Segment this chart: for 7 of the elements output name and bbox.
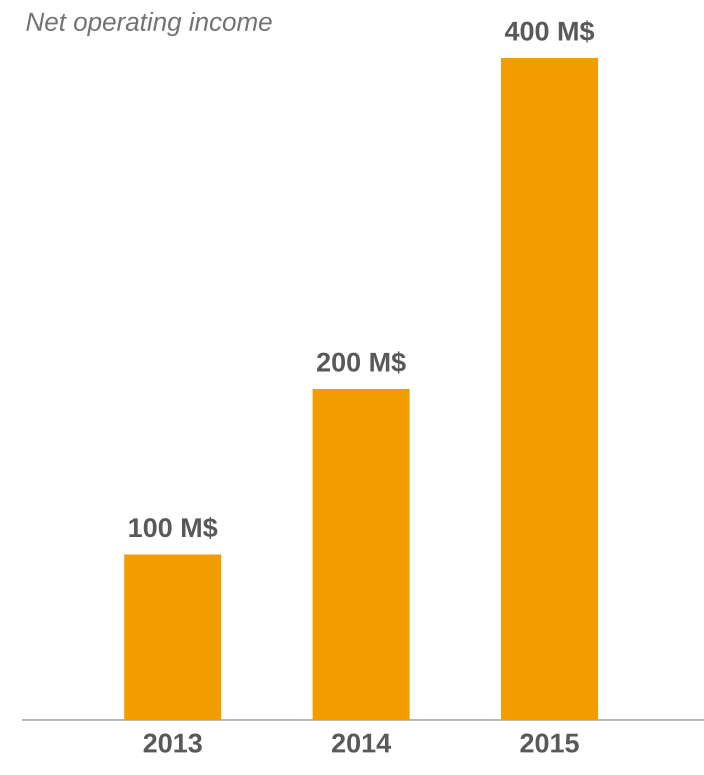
x-tick-label: 2013 — [144, 734, 202, 753]
x-tick-label: 2015 — [520, 734, 579, 753]
chart-title: Net operating income — [26, 12, 272, 36]
x-tick-label: 2014 — [332, 734, 391, 753]
data-label: 200 M$ — [317, 351, 406, 374]
data-label: 400 M$ — [504, 20, 594, 42]
data-label: 100 M$ — [129, 516, 218, 539]
